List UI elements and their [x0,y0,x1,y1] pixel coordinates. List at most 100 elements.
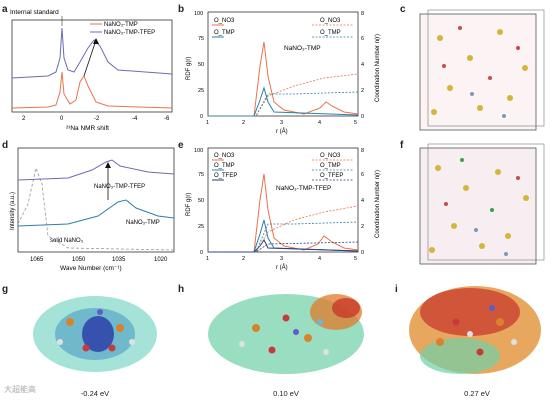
tick: -6 [164,116,170,122]
y-tick: 0 [200,114,203,120]
x-tick: 1 [206,256,209,262]
legend-left-otmp: O_TMP [214,30,235,36]
x-tick: 2 [242,256,245,262]
legend-tmp: NaNO₃-TMP [104,22,138,28]
atom-spheres [57,309,135,352]
energy-label-h: 0.10 eV [273,389,299,398]
legend-right-ono3: O_NO3 [320,153,341,159]
y2-tick: 2 [361,224,364,230]
y2-tick: 8 [361,148,364,154]
x-axis-label: Wave Number (cm⁻¹) [60,265,122,272]
y2-tick: 4 [361,198,364,204]
legend-left-ono3: O_NO3 [214,18,235,24]
inset-label: NaNO₃-TMP-TFEP [276,185,331,192]
panel-label-g: g [2,284,9,295]
panel-label-b: b [178,4,185,15]
molecule-cluster [431,26,528,118]
panel-label-a: a [2,4,8,15]
panel-c-md-snapshot [419,9,545,131]
y-tick: 100 [194,11,203,17]
panel-g-esp-surface [33,296,157,372]
y-axis-label: Intensity (a.u.) [10,192,16,230]
x-tick: 1 [206,120,209,126]
x-tick: 5 [354,256,357,262]
legend-right-otmp: O_TMP [320,163,341,169]
x-axis-label: r (Å) [276,264,288,271]
curve-label-tmp: NaNO₃-TMP [126,220,160,226]
x-tick: 1050 [72,257,86,263]
panel-label-f: f [400,140,404,151]
panel-e-rdf-chart: O_NO3 O_TMP O_TFEP O_NO3 O_TMP O_TFEP Na… [186,147,381,271]
inset-label: NaNO₃-TMP [284,45,321,52]
legend-tfep: NaNO₃-TMP-TFEP [104,30,155,36]
legend-left-otmp: O_TMP [214,163,235,169]
x-tick: 2 [242,120,245,126]
rdf-curve-ono3 [208,173,359,253]
y2-tick: 4 [361,62,364,68]
raman-curve-tmp [17,199,175,227]
internal-standard-annotation: Internal standard [10,9,59,16]
atom-spheres [239,314,329,355]
rdf-curve-otmp [208,86,359,117]
y-tick: 25 [198,224,204,230]
curve-label-solid: solid NaNO₃ [50,238,84,244]
x-tick: 4 [318,120,321,126]
cn-curve-otmp [208,91,359,117]
nmr-curve-tfep [11,27,173,79]
x-tick: 3 [280,120,283,126]
panel-label-i: i [395,284,398,295]
legend-right-ono3: O_NO3 [320,18,341,24]
panel-a-nmr-chart: NaNO₃-TMP NaNO₃-TMP-TFEP Internal standa… [10,9,173,132]
x-axis-label: ²³Na NMR shift [66,125,109,132]
x-axis-label: r (Å) [276,128,288,135]
y-tick: 75 [198,172,204,178]
energy-label-g: -0.24 eV [80,389,110,398]
y-tick: 25 [198,88,204,94]
y-tick: 75 [198,36,204,42]
panel-label-c: c [400,4,406,15]
energy-label-i: 0.27 eV [464,389,490,398]
legend-right-otfep: O_TFEP [320,173,343,179]
y2-axis-label: Coordination Number n(r) [375,170,381,238]
watermark: 大超能高 [4,385,36,394]
legend-right-otmp: O_TMP [320,30,341,36]
raman-curve-solid [17,166,175,251]
tick: -4 [132,116,138,122]
y-tick: 50 [198,198,204,204]
nmr-curve-tmp [11,71,173,109]
panel-label-e: e [178,140,184,151]
atom-spheres [436,305,517,356]
tick: 2 [22,116,26,122]
raman-curve-tfep [17,159,175,181]
y-tick: 0 [200,250,203,256]
y2-tick: 8 [361,11,364,17]
cn-curve-otmp [208,221,359,253]
y2-tick: 6 [361,172,364,178]
y2-tick: 6 [361,36,364,42]
y2-tick: 0 [361,114,364,120]
panel-i-esp-surface [409,286,541,374]
x-tick: 5 [354,120,357,126]
x-tick: 3 [280,256,283,262]
panel-label-h: h [178,284,185,295]
y-axis-label: RDF g(r) [186,193,192,216]
legend-left-otfep: O_TFEP [214,173,237,179]
molecule-cluster [429,158,529,256]
panel-d-raman-chart: NaNO₃-TMP-TFEP NaNO₃-TMP solid NaNO₃ 106… [10,147,175,272]
tick: 0 [60,116,64,122]
legend-left-ono3: O_NO3 [214,153,235,159]
panel-f-md-snapshot [419,143,545,265]
x-tick: 1020 [154,257,168,263]
curve-label-tfep: NaNO₃-TMP-TFEP [94,184,145,190]
y2-axis-label: Coordination Number n(r) [375,34,381,102]
y2-tick: 2 [361,88,364,94]
panel-h-esp-surface [208,294,364,374]
panel-label-d: d [2,140,9,151]
y-axis-label: RDF g(r) [186,57,192,80]
y2-tick: 0 [361,250,364,256]
x-tick: 4 [318,256,321,262]
y-tick: 50 [198,62,204,68]
y-tick: 100 [194,148,203,154]
panel-b-rdf-chart: O_NO3 O_TMP O_NO3 O_TMP NaNO₃-TMP 0 25 5… [186,11,381,135]
x-tick: 1065 [30,257,44,263]
